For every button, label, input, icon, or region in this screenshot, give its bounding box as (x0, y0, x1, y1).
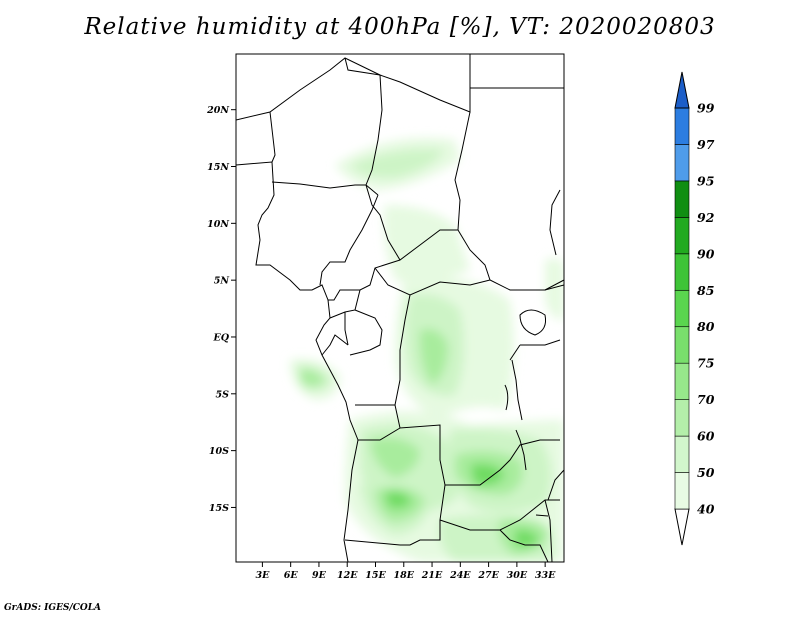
lon-tick-label: 12E (337, 570, 358, 581)
lat-tick-label: 10S (209, 446, 229, 457)
country-borders (236, 54, 564, 562)
colorbar-lower-arrow (674, 508, 690, 546)
lat-tick-label: 15N (207, 162, 229, 173)
colorbar-label: 95 (697, 173, 714, 188)
longitude-axis: 3E 6E 9E 12E 15E 18E 21E 24E 27E 30E 33E (255, 562, 556, 581)
lon-tick-label: 33E (535, 570, 556, 581)
colorbar-segment (674, 399, 690, 437)
colorbar-segment (674, 217, 690, 255)
colorbar-label: 70 (697, 392, 715, 407)
colorbar-segment (674, 289, 690, 328)
colorbar-segment (674, 253, 690, 291)
lon-tick-label: 6E (284, 570, 299, 581)
colorbar-label: 80 (697, 319, 715, 334)
colorbar-label: 90 (697, 246, 715, 261)
humidity-shading (290, 137, 564, 562)
colorbar-segment (674, 472, 690, 510)
colorbar-segment (674, 362, 690, 400)
lon-tick-label: 24E (449, 570, 471, 581)
map-frame (235, 53, 565, 563)
chart-title: Relative humidity at 400hPa [%], VT: 202… (84, 14, 716, 40)
colorbar-label: 50 (697, 465, 715, 480)
colorbar: 40 50 60 70 75 80 85 90 92 95 97 99 (674, 71, 715, 546)
lon-tick-label: 3E (255, 570, 270, 581)
lat-tick-label: 20N (206, 105, 229, 116)
lon-tick-label: 21E (421, 570, 443, 581)
colorbar-label: 92 (697, 210, 715, 225)
colorbar-segment (674, 180, 690, 218)
lon-tick-label: 9E (312, 570, 327, 581)
colorbar-label: 40 (697, 502, 715, 517)
colorbar-label: 97 (697, 137, 715, 152)
colorbar-upper-arrow (674, 71, 690, 109)
colorbar-segment (674, 326, 690, 364)
lat-tick-label: EQ (212, 332, 229, 343)
colorbar-segment (674, 144, 690, 182)
lat-tick-label: 5N (214, 276, 230, 287)
colorbar-label: 60 (697, 429, 715, 444)
lon-tick-label: 30E (507, 570, 528, 581)
colorbar-label: 75 (697, 356, 714, 371)
lon-tick-label: 18E (394, 570, 415, 581)
colorbar-label: 99 (697, 101, 715, 116)
lon-tick-label: 15E (365, 570, 386, 581)
colorbar-label: 85 (697, 283, 714, 298)
lat-tick-label: 5S (216, 389, 230, 400)
credit-text: GrADS: IGES/COLA (4, 603, 102, 613)
lon-tick-label: 27E (477, 570, 499, 581)
lat-tick-label: 10N (207, 219, 229, 230)
colorbar-segment (674, 435, 690, 473)
latitude-axis: 20N 15N 10N 5N EQ 5S 10S 15S (206, 105, 236, 514)
lat-tick-label: 15S (209, 503, 229, 514)
colorbar-segment (674, 107, 690, 145)
